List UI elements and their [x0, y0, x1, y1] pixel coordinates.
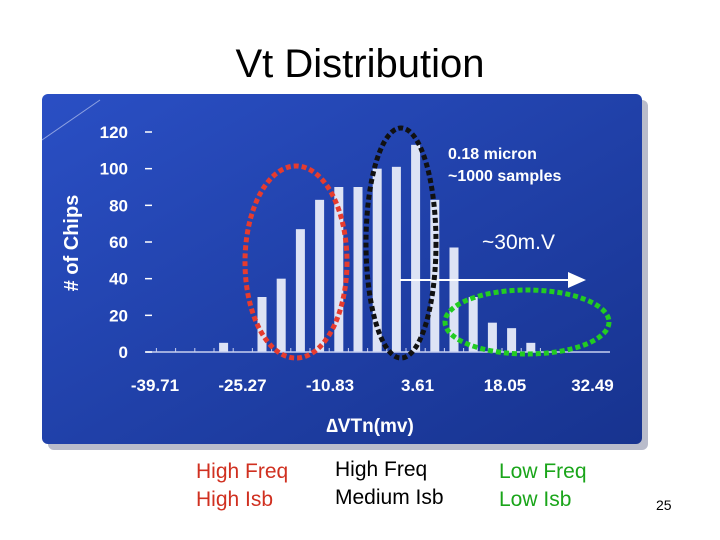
histogram-bar	[315, 199, 325, 352]
x-tick-label: -10.83	[306, 376, 354, 395]
x-axis-label: ∆VTn(mv)	[326, 416, 414, 437]
caption-line: Low Isb	[499, 488, 572, 511]
caption-line: High Freq	[196, 460, 289, 483]
x-tick-label: 18.05	[484, 376, 527, 395]
histogram-bar	[257, 297, 267, 352]
low-isb-ellipse	[442, 287, 612, 357]
histogram-bar	[487, 322, 497, 352]
x-tick-label: -39.71	[131, 376, 179, 395]
note-samples-label: ~1000 samples	[448, 168, 562, 185]
y-tick-label: 20	[109, 306, 128, 325]
caption-high-freq-high-isb: High Freq High Isb	[196, 458, 288, 514]
y-tick-label: 60	[109, 233, 128, 252]
caption-low-freq-low-isb: Low Freq Low Isb	[499, 458, 587, 514]
caption-line: Low Freq	[499, 460, 587, 483]
caption-high-freq-medium-isb: High Freq Medium Isb	[335, 456, 444, 512]
y-axis-label: # of Chips	[61, 195, 83, 292]
note-process-label: 0.18 micron	[448, 146, 537, 163]
histogram-bar	[507, 328, 517, 352]
histogram-bar	[449, 247, 459, 352]
x-tick-label: -25.27	[218, 376, 266, 395]
histogram-bar	[411, 144, 421, 352]
y-tick-label: 100	[100, 160, 128, 179]
histogram-bar	[372, 168, 382, 352]
histogram-bar	[276, 278, 286, 352]
y-tick-label: 120	[100, 123, 128, 142]
y-tick-label: 80	[109, 196, 128, 215]
histogram-bar	[334, 187, 344, 352]
high-isb-ellipse	[242, 163, 350, 361]
histogram-bar	[468, 297, 478, 352]
x-tick-label: 3.61	[401, 376, 434, 395]
caption-line: Medium Isb	[335, 486, 444, 509]
y-tick-label: 0	[119, 343, 128, 362]
shift-label: ~30m.V	[482, 231, 555, 254]
panel-highlight-line	[41, 99, 101, 141]
histogram-bar	[295, 229, 305, 352]
caption-line: High Isb	[196, 488, 274, 511]
histogram-bar	[391, 166, 401, 352]
slide-title: Vt Distribution	[235, 42, 485, 86]
y-tick-label: 40	[109, 270, 128, 289]
x-tick-label: 32.49	[571, 376, 614, 395]
histogram-bar	[219, 342, 229, 352]
caption-line: High Freq	[335, 458, 428, 481]
medium-isb-ellipse	[363, 125, 439, 361]
page-number: 25	[656, 497, 672, 513]
histogram-bar	[353, 187, 363, 352]
histogram-bar	[526, 342, 536, 352]
